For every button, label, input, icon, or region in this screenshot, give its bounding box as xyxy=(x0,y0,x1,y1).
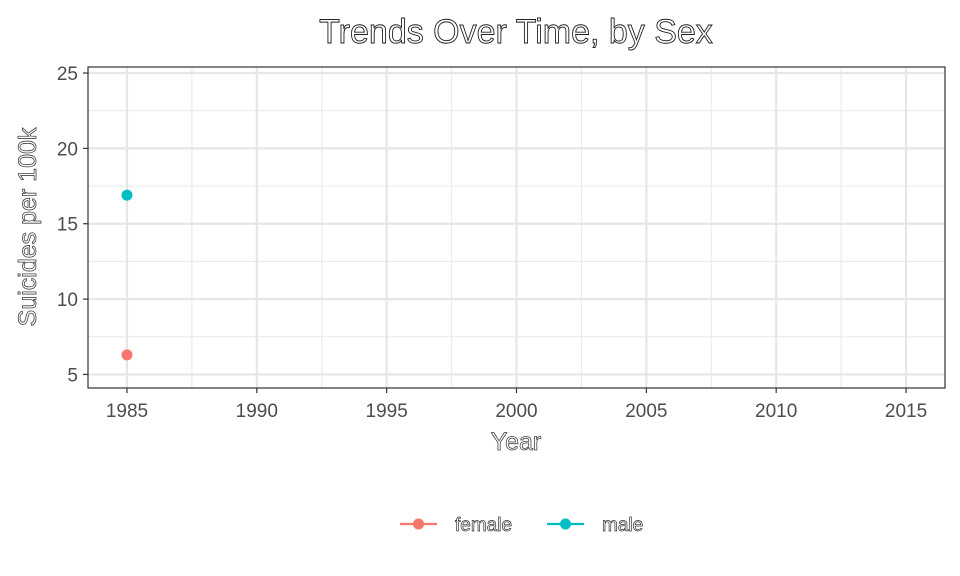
data-point-female xyxy=(121,349,133,361)
axes: 1985 1990 1995 2000 2005 2010 2015 5 10 15 20 25 xyxy=(57,64,927,422)
legend-item-female: female xyxy=(400,515,512,536)
x-tick-label: 2000 xyxy=(495,401,537,422)
y-tick-label: 20 xyxy=(57,139,78,160)
series-female xyxy=(121,349,133,361)
y-axis-title: Suicides per 100k xyxy=(14,127,42,326)
y-tick-label: 15 xyxy=(57,215,78,236)
series-male xyxy=(121,189,133,201)
x-tick-label: 2010 xyxy=(755,401,797,422)
legend-item-male: male xyxy=(547,515,644,536)
x-tick-label: 1985 xyxy=(106,401,148,422)
data-point-male xyxy=(121,189,133,201)
x-tick-label: 2005 xyxy=(625,401,667,422)
data-series xyxy=(121,189,133,361)
legend-label: male xyxy=(602,515,643,536)
grid-lines xyxy=(88,67,945,388)
legend: female male xyxy=(400,515,644,536)
y-tick-label: 10 xyxy=(57,290,78,311)
x-tick-label: 1995 xyxy=(366,401,408,422)
x-tick-label: 2015 xyxy=(885,401,927,422)
y-tick-label: 25 xyxy=(57,64,78,85)
legend-key-point xyxy=(560,518,571,530)
chart-title: Trends Over Time, by Sex xyxy=(319,13,713,51)
legend-key-point xyxy=(413,518,424,530)
x-axis-title: Year xyxy=(491,428,542,456)
x-tick-label: 1990 xyxy=(236,401,278,422)
legend-label: female xyxy=(455,515,512,536)
y-tick-label: 5 xyxy=(67,365,78,386)
